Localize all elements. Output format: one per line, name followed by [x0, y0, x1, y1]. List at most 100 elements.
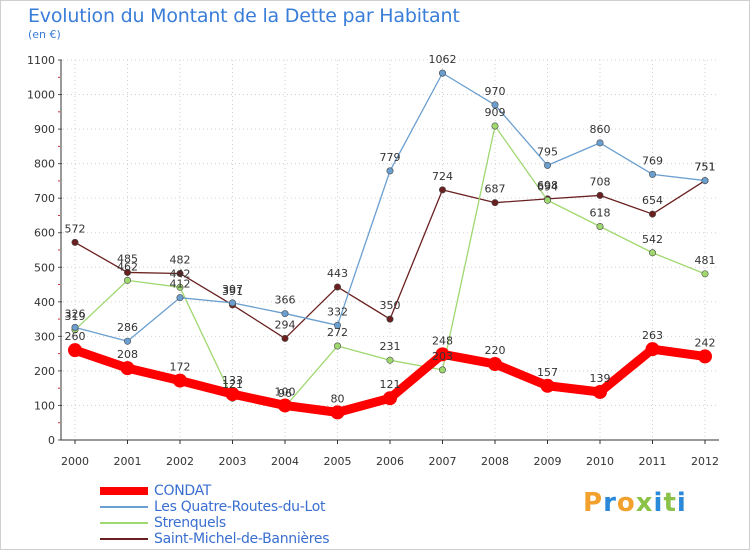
- data-point: [68, 343, 82, 358]
- legend-label: Strenquels: [154, 515, 226, 531]
- data-label: 909: [485, 106, 506, 119]
- data-label: 294: [275, 318, 296, 331]
- data-point: [176, 283, 184, 291]
- x-tick-label: 2001: [114, 455, 142, 468]
- data-point: [281, 310, 289, 318]
- data-label: 779: [380, 151, 401, 164]
- data-label: 260: [65, 330, 86, 343]
- data-label: 751: [695, 161, 716, 174]
- legend-item: Les Quatre-Routes-du-Lot: [100, 499, 329, 515]
- data-label: 80: [331, 392, 345, 405]
- data-label: 970: [485, 85, 506, 98]
- data-label: 654: [642, 194, 663, 207]
- data-point: [383, 391, 397, 406]
- data-point: [281, 334, 289, 342]
- logo-letter: P: [583, 488, 604, 518]
- data-point: [543, 161, 551, 169]
- data-label: 618: [590, 207, 611, 220]
- data-point: [645, 342, 660, 357]
- data-label: 1062: [429, 53, 457, 66]
- data-label: 694: [537, 180, 558, 193]
- x-tick-label: 2011: [639, 455, 667, 468]
- x-tick-label: 2010: [586, 455, 614, 468]
- data-point: [701, 270, 709, 278]
- data-point: [386, 167, 394, 175]
- data-label: 203: [432, 350, 453, 363]
- logo-letter: t: [663, 488, 677, 518]
- data-label: 263: [642, 329, 663, 342]
- data-label: 795: [537, 145, 558, 158]
- data-label: 366: [275, 294, 296, 307]
- y-tick-label: 500: [34, 261, 55, 274]
- data-label: 860: [590, 123, 611, 136]
- legend-swatch: [100, 522, 148, 524]
- data-label: 462: [117, 260, 138, 273]
- data-point: [701, 177, 709, 185]
- data-point: [386, 315, 394, 323]
- data-label: 208: [117, 348, 138, 361]
- data-point: [71, 323, 79, 331]
- logo-letter: o: [616, 488, 636, 518]
- y-tick-label: 200: [34, 365, 55, 378]
- chart-legend: CONDAT Les Quatre-Routes-du-Lot Strenquels…: [100, 483, 330, 547]
- y-tick-label: 1100: [27, 54, 55, 67]
- data-point: [176, 294, 184, 302]
- data-label: 231: [380, 340, 401, 353]
- x-tick-label: 2009: [534, 455, 562, 468]
- data-point: [333, 321, 341, 329]
- data-point: [438, 69, 446, 77]
- data-label: 391: [222, 285, 243, 298]
- data-point: [593, 384, 607, 399]
- legend-label: Les Quatre-Routes-du-Lot: [154, 499, 326, 515]
- data-label: 442: [170, 267, 191, 280]
- y-tick-label: 300: [34, 330, 55, 343]
- logo-letter: x: [635, 488, 654, 518]
- legend-swatch: [100, 538, 148, 540]
- data-point: [596, 223, 604, 231]
- x-tick-label: 2003: [219, 455, 247, 468]
- data-label: 724: [432, 170, 453, 183]
- legend-swatch: [100, 487, 148, 495]
- data-point: [71, 238, 79, 246]
- data-point: [386, 356, 394, 364]
- x-tick-label: 2004: [271, 455, 299, 468]
- data-point: [438, 186, 446, 194]
- data-point: [435, 347, 450, 362]
- data-label: 121: [222, 378, 243, 391]
- y-tick-label: 400: [34, 296, 55, 309]
- data-point: [124, 268, 132, 276]
- data-label: 751: [695, 161, 716, 174]
- data-label: 139: [590, 372, 611, 385]
- data-label: 96: [278, 387, 292, 400]
- data-point: [438, 366, 446, 374]
- x-tick-label: 2007: [429, 455, 457, 468]
- chart-title: Evolution du Montant de la Dette par Hab…: [28, 5, 460, 27]
- data-label: 100: [275, 385, 296, 398]
- data-label: 272: [327, 326, 348, 339]
- data-label: 572: [65, 222, 86, 235]
- data-label: 397: [222, 283, 243, 296]
- data-label: 542: [642, 233, 663, 246]
- data-point: [698, 349, 712, 364]
- data-point: [176, 269, 184, 277]
- chart-subtitle: (en €): [28, 28, 61, 41]
- data-label: 319: [65, 310, 86, 323]
- data-point: [173, 373, 187, 388]
- legend-swatch: [100, 506, 148, 508]
- data-label: 350: [380, 299, 401, 312]
- data-point: [225, 387, 240, 402]
- legend-item: CONDAT: [100, 483, 329, 499]
- data-label: 326: [65, 307, 86, 320]
- data-label: 698: [537, 179, 558, 192]
- data-label: 443: [327, 267, 348, 280]
- legend-label: CONDAT: [154, 483, 212, 499]
- data-point: [229, 299, 237, 307]
- data-point: [333, 283, 341, 291]
- data-point: [648, 249, 656, 257]
- data-label: 412: [170, 278, 191, 291]
- data-label: 687: [485, 183, 506, 196]
- x-tick-label: 2005: [324, 455, 352, 468]
- y-tick-label: 900: [34, 123, 55, 136]
- logo-letter: r: [603, 488, 617, 518]
